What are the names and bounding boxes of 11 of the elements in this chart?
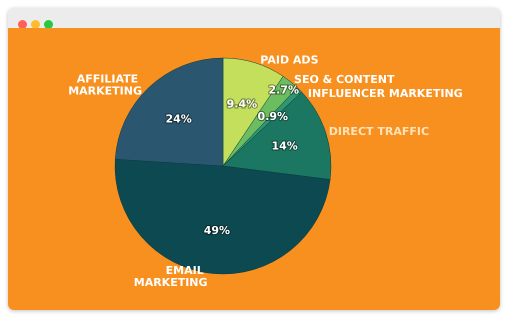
slice-label: EMAIL MARKETING	[134, 264, 208, 290]
data-label: 9.4%	[226, 98, 258, 111]
data-label: 14%	[271, 139, 298, 152]
slice-label: PAID ADS	[260, 53, 319, 66]
data-label: 49%	[204, 224, 230, 238]
data-label: 0.9%	[258, 110, 288, 124]
slice-label: INFLUENCER MARKETING	[308, 86, 463, 100]
slice-label: DIRECT TRAFFIC	[328, 125, 430, 138]
data-label: 24%	[165, 112, 192, 126]
slice-label: SEO & CONTENT	[294, 72, 395, 86]
slice-label: AFFILIATE MARKETING	[68, 72, 142, 98]
